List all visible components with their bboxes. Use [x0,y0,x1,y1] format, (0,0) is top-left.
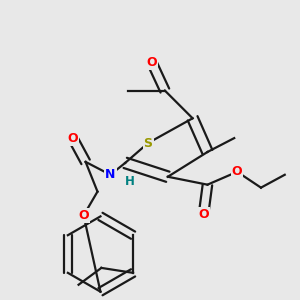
Text: H: H [125,175,135,188]
Text: N: N [105,168,116,181]
Text: O: O [147,56,157,69]
Text: O: O [232,165,242,178]
Text: O: O [78,209,89,222]
Text: S: S [143,136,152,150]
Text: O: O [198,208,209,221]
Text: O: O [68,132,78,145]
